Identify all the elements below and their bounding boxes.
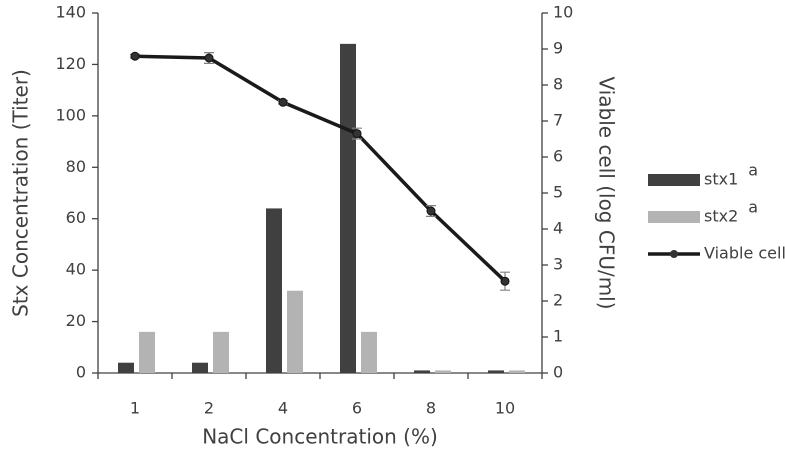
point [426,206,436,216]
legend-label: stx2 [704,207,738,226]
y-tick-label: 140 [55,3,86,22]
x-tick-label: 4 [278,399,288,418]
bar [488,370,504,373]
y2-tick-label: 7 [553,111,563,130]
y2-tick-label: 9 [553,39,563,58]
bar [139,331,155,373]
bar [118,362,134,373]
y-tick-label: 100 [55,105,86,124]
y-axis-title: Stx Concentration (Titer) [9,69,33,317]
point [352,129,362,139]
bar [361,331,377,373]
y-tick-label: 20 [66,311,86,330]
bar [192,362,208,373]
bar [435,370,451,373]
point [278,97,288,107]
legend-label: Viable cell [704,244,785,263]
y2-tick-label: 10 [553,3,573,22]
y2-tick-label: 0 [553,363,563,382]
x-tick-label: 2 [204,399,214,418]
legend-swatch [648,211,700,223]
bar [266,208,282,373]
x-tick-label: 10 [495,399,515,418]
bar [213,331,229,373]
legend-label: stx1 [704,170,738,189]
y2-tick-label: 2 [553,291,563,310]
bar [509,370,525,373]
line [134,54,507,283]
point [204,53,214,63]
point [130,51,140,61]
y2-tick-label: 5 [553,183,563,202]
bar [287,290,303,373]
y-tick-label: 0 [76,363,86,382]
x-tick-label: 1 [130,399,140,418]
legend-swatch [648,174,700,186]
y2-tick-label: 1 [553,327,563,346]
y2-tick-label: 6 [553,147,563,166]
legend-swatch [670,250,678,258]
bar [340,43,356,373]
y-tick-label: 40 [66,260,86,279]
x-tick-label: 6 [352,399,362,418]
y-tick-label: 80 [66,157,86,176]
x-tick-label: 8 [426,399,436,418]
y2-tick-label: 3 [553,255,563,274]
y-tick-label: 60 [66,208,86,227]
y2-tick-label: 8 [553,75,563,94]
bar [414,370,430,373]
y-tick-label: 120 [55,54,86,73]
legend-note: a [748,161,758,180]
point [500,276,510,286]
x-axis-title: NaCl Concentration (%) [202,425,438,449]
legend-note: a [748,198,758,217]
y2-axis-title: Viable cell (log CFU/ml) [595,76,619,309]
y2-tick-label: 4 [553,219,563,238]
